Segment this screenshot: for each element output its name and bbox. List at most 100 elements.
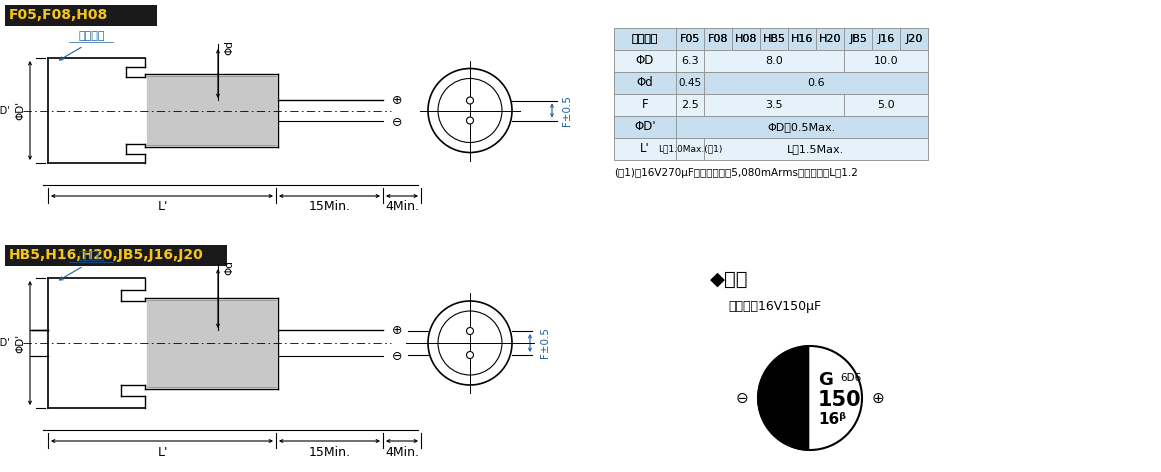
Bar — [614, 116, 676, 138]
Bar — [614, 116, 928, 138]
Text: HB5: HB5 — [763, 34, 786, 44]
Bar — [614, 50, 676, 72]
Text: H08: H08 — [735, 34, 757, 44]
Text: ⊖: ⊖ — [391, 116, 402, 128]
FancyBboxPatch shape — [5, 5, 157, 26]
Circle shape — [467, 328, 474, 335]
Text: ΦD＋0.5Max.: ΦD＋0.5Max. — [767, 122, 836, 132]
Text: 尺寸代码: 尺寸代码 — [632, 34, 658, 44]
Text: JB5: JB5 — [849, 34, 867, 44]
Text: H20: H20 — [819, 34, 842, 44]
Text: 8.0: 8.0 — [765, 56, 783, 66]
Text: H08: H08 — [735, 34, 757, 44]
Bar — [788, 28, 816, 50]
Text: 涂层外壳: 涂层外壳 — [78, 251, 104, 261]
Bar — [676, 138, 704, 160]
Text: L': L' — [158, 446, 168, 458]
Circle shape — [438, 78, 502, 143]
Bar — [676, 116, 928, 138]
Text: 150: 150 — [819, 390, 861, 410]
Text: G: G — [819, 371, 832, 389]
Text: L': L' — [158, 201, 168, 213]
Bar — [704, 50, 844, 72]
Text: 15Min.: 15Min. — [309, 201, 351, 213]
Text: H20: H20 — [819, 34, 842, 44]
Bar — [844, 94, 928, 116]
Circle shape — [467, 352, 474, 359]
Text: ⊕: ⊕ — [391, 94, 402, 108]
Text: (注1)　16V270μF额定纹波电涁5,080mArms的规定品为L＋1.2: (注1) 16V270μF额定纹波电涁5,080mArms的规定品为L＋1.2 — [614, 168, 858, 178]
Bar — [704, 28, 731, 50]
Text: ⊖: ⊖ — [736, 390, 749, 405]
Text: F±0.5: F±0.5 — [540, 328, 550, 359]
Text: 4Min.: 4Min. — [385, 201, 419, 213]
Bar — [704, 72, 928, 94]
Text: F05: F05 — [680, 34, 700, 44]
Bar — [614, 138, 928, 160]
Bar — [704, 94, 844, 116]
Bar — [614, 72, 928, 94]
Bar — [614, 94, 676, 116]
Bar — [844, 50, 928, 72]
Text: 15Min.: 15Min. — [309, 446, 351, 458]
Text: F08: F08 — [708, 34, 728, 44]
Bar — [614, 138, 676, 160]
Text: F±0.5: F±0.5 — [562, 95, 572, 126]
Text: 0.45: 0.45 — [678, 78, 701, 88]
Text: 3.5: 3.5 — [765, 100, 783, 110]
Text: L': L' — [640, 143, 650, 155]
Text: Φd: Φd — [636, 76, 654, 90]
FancyBboxPatch shape — [5, 245, 228, 266]
Bar — [676, 28, 704, 50]
Text: JB5: JB5 — [849, 34, 867, 44]
Bar — [844, 28, 872, 50]
Circle shape — [438, 311, 502, 375]
Text: ⊕: ⊕ — [872, 390, 885, 405]
Text: Φd: Φd — [224, 41, 235, 55]
Bar — [731, 28, 760, 50]
Bar — [900, 28, 928, 50]
Bar — [614, 50, 928, 72]
Bar — [816, 28, 844, 50]
Text: ⊕: ⊕ — [391, 325, 402, 337]
Text: H16: H16 — [791, 34, 813, 44]
Text: F: F — [642, 99, 648, 111]
Text: J16: J16 — [878, 34, 895, 44]
Bar — [614, 94, 928, 116]
Text: J16: J16 — [878, 34, 895, 44]
Text: 16ᵝ: 16ᵝ — [819, 413, 846, 428]
Circle shape — [428, 301, 512, 385]
Bar — [614, 28, 676, 50]
Text: 10.0: 10.0 — [874, 56, 899, 66]
Text: F05,F08,H08: F05,F08,H08 — [9, 8, 108, 22]
Bar — [614, 72, 676, 94]
Text: F05: F05 — [680, 34, 700, 44]
Text: ΦD': ΦD' — [15, 101, 26, 120]
Text: ◆标示: ◆标示 — [711, 270, 749, 289]
Text: L＋1.5Max.: L＋1.5Max. — [787, 144, 844, 154]
Text: 0.6: 0.6 — [807, 78, 824, 88]
Polygon shape — [810, 346, 861, 450]
Text: 尺寸代码: 尺寸代码 — [632, 34, 658, 44]
Text: J20: J20 — [906, 34, 923, 44]
Text: 涂层外壳: 涂层外壳 — [78, 31, 104, 41]
Text: HB5,H16,H20,JB5,J16,J20: HB5,H16,H20,JB5,J16,J20 — [9, 248, 203, 262]
Bar — [676, 72, 704, 94]
Circle shape — [428, 68, 512, 152]
Text: 6.3: 6.3 — [682, 56, 699, 66]
Text: H16: H16 — [791, 34, 813, 44]
Bar — [704, 138, 928, 160]
Text: HB5: HB5 — [763, 34, 786, 44]
Text: J20: J20 — [906, 34, 923, 44]
Text: F08: F08 — [708, 34, 728, 44]
Bar — [872, 28, 900, 50]
Circle shape — [467, 117, 474, 124]
Text: L＋1.0Max.(注1): L＋1.0Max.(注1) — [658, 144, 722, 153]
Text: 2.5: 2.5 — [682, 100, 699, 110]
Polygon shape — [758, 346, 810, 450]
Text: 4Min.: 4Min. — [385, 446, 419, 458]
Text: 5.0: 5.0 — [878, 100, 895, 110]
Circle shape — [467, 97, 474, 104]
Text: ΦD': ΦD' — [634, 120, 656, 134]
Text: ΦD: ΦD — [636, 54, 654, 67]
